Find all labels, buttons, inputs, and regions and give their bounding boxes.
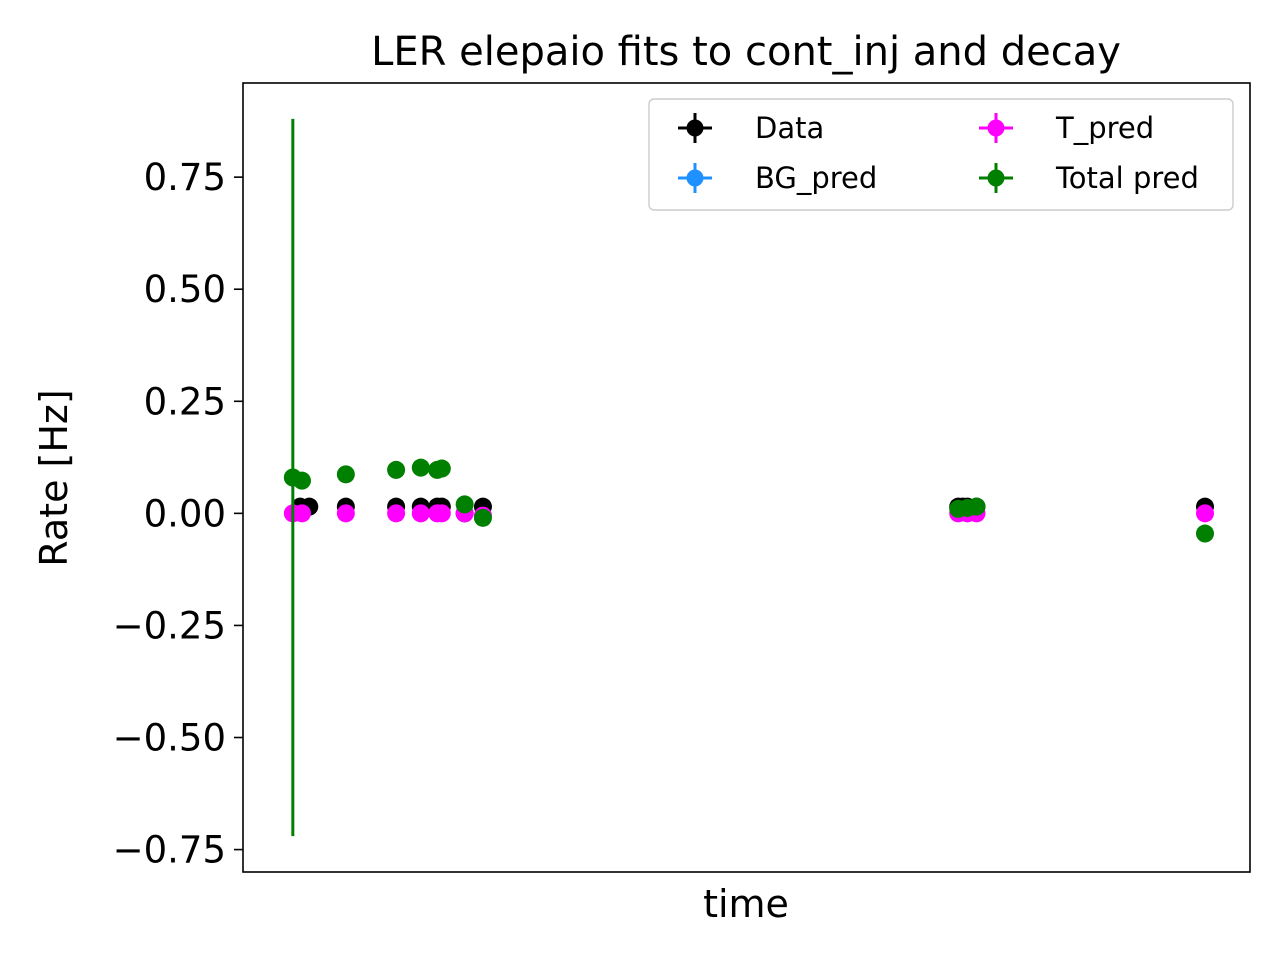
y-axis-label: Rate [Hz] [32, 389, 76, 566]
series-3 [283, 118, 1214, 837]
data-point [473, 508, 492, 527]
legend-item: Data [678, 111, 824, 145]
data-point [336, 465, 355, 484]
data-point [967, 497, 986, 516]
legend-label: BG_pred [755, 161, 877, 195]
y-tick-label: 0.50 [144, 268, 226, 311]
legend-label: Data [755, 111, 824, 145]
data-point [292, 471, 311, 490]
legend-marker [686, 169, 704, 187]
data-point [455, 495, 474, 514]
legend-item: BG_pred [678, 161, 877, 195]
plot-frame [242, 82, 1251, 873]
data-point [336, 504, 355, 523]
data-point [1196, 524, 1214, 543]
series-2 [283, 504, 1214, 525]
data-point [1196, 504, 1214, 523]
legend-marker [987, 169, 1005, 187]
legend-label: T_pred [1055, 111, 1154, 145]
y-tick-label: −0.75 [113, 829, 226, 872]
data-point [432, 459, 451, 478]
plot-area [283, 118, 1214, 837]
data-point [411, 458, 430, 477]
legend-label: Total pred [1055, 161, 1199, 195]
data-point [387, 460, 406, 479]
y-tick-label: −0.25 [113, 604, 226, 647]
data-point [411, 504, 430, 523]
data-point [292, 504, 311, 523]
legend: Data BG_pred T_pred Total pred [648, 98, 1234, 211]
x-axis-label: time [703, 882, 789, 926]
legend-frame [648, 98, 1234, 211]
legend-marker [686, 119, 704, 137]
y-axis: −0.75 −0.50 −0.25 0.00 0.25 0.50 0.75 [113, 156, 243, 872]
y-tick-label: 0.75 [144, 156, 226, 199]
data-point [432, 504, 451, 523]
y-tick-label: −0.50 [113, 717, 226, 760]
legend-item: T_pred [979, 111, 1154, 145]
data-point [387, 504, 406, 523]
y-tick-label: 0.00 [144, 492, 226, 535]
legend-item: Total pred [979, 161, 1199, 195]
legend-marker [987, 119, 1005, 137]
chart-title: LER elepaio fits to cont_inj and decay [371, 29, 1121, 75]
y-tick-label: 0.25 [144, 380, 226, 423]
